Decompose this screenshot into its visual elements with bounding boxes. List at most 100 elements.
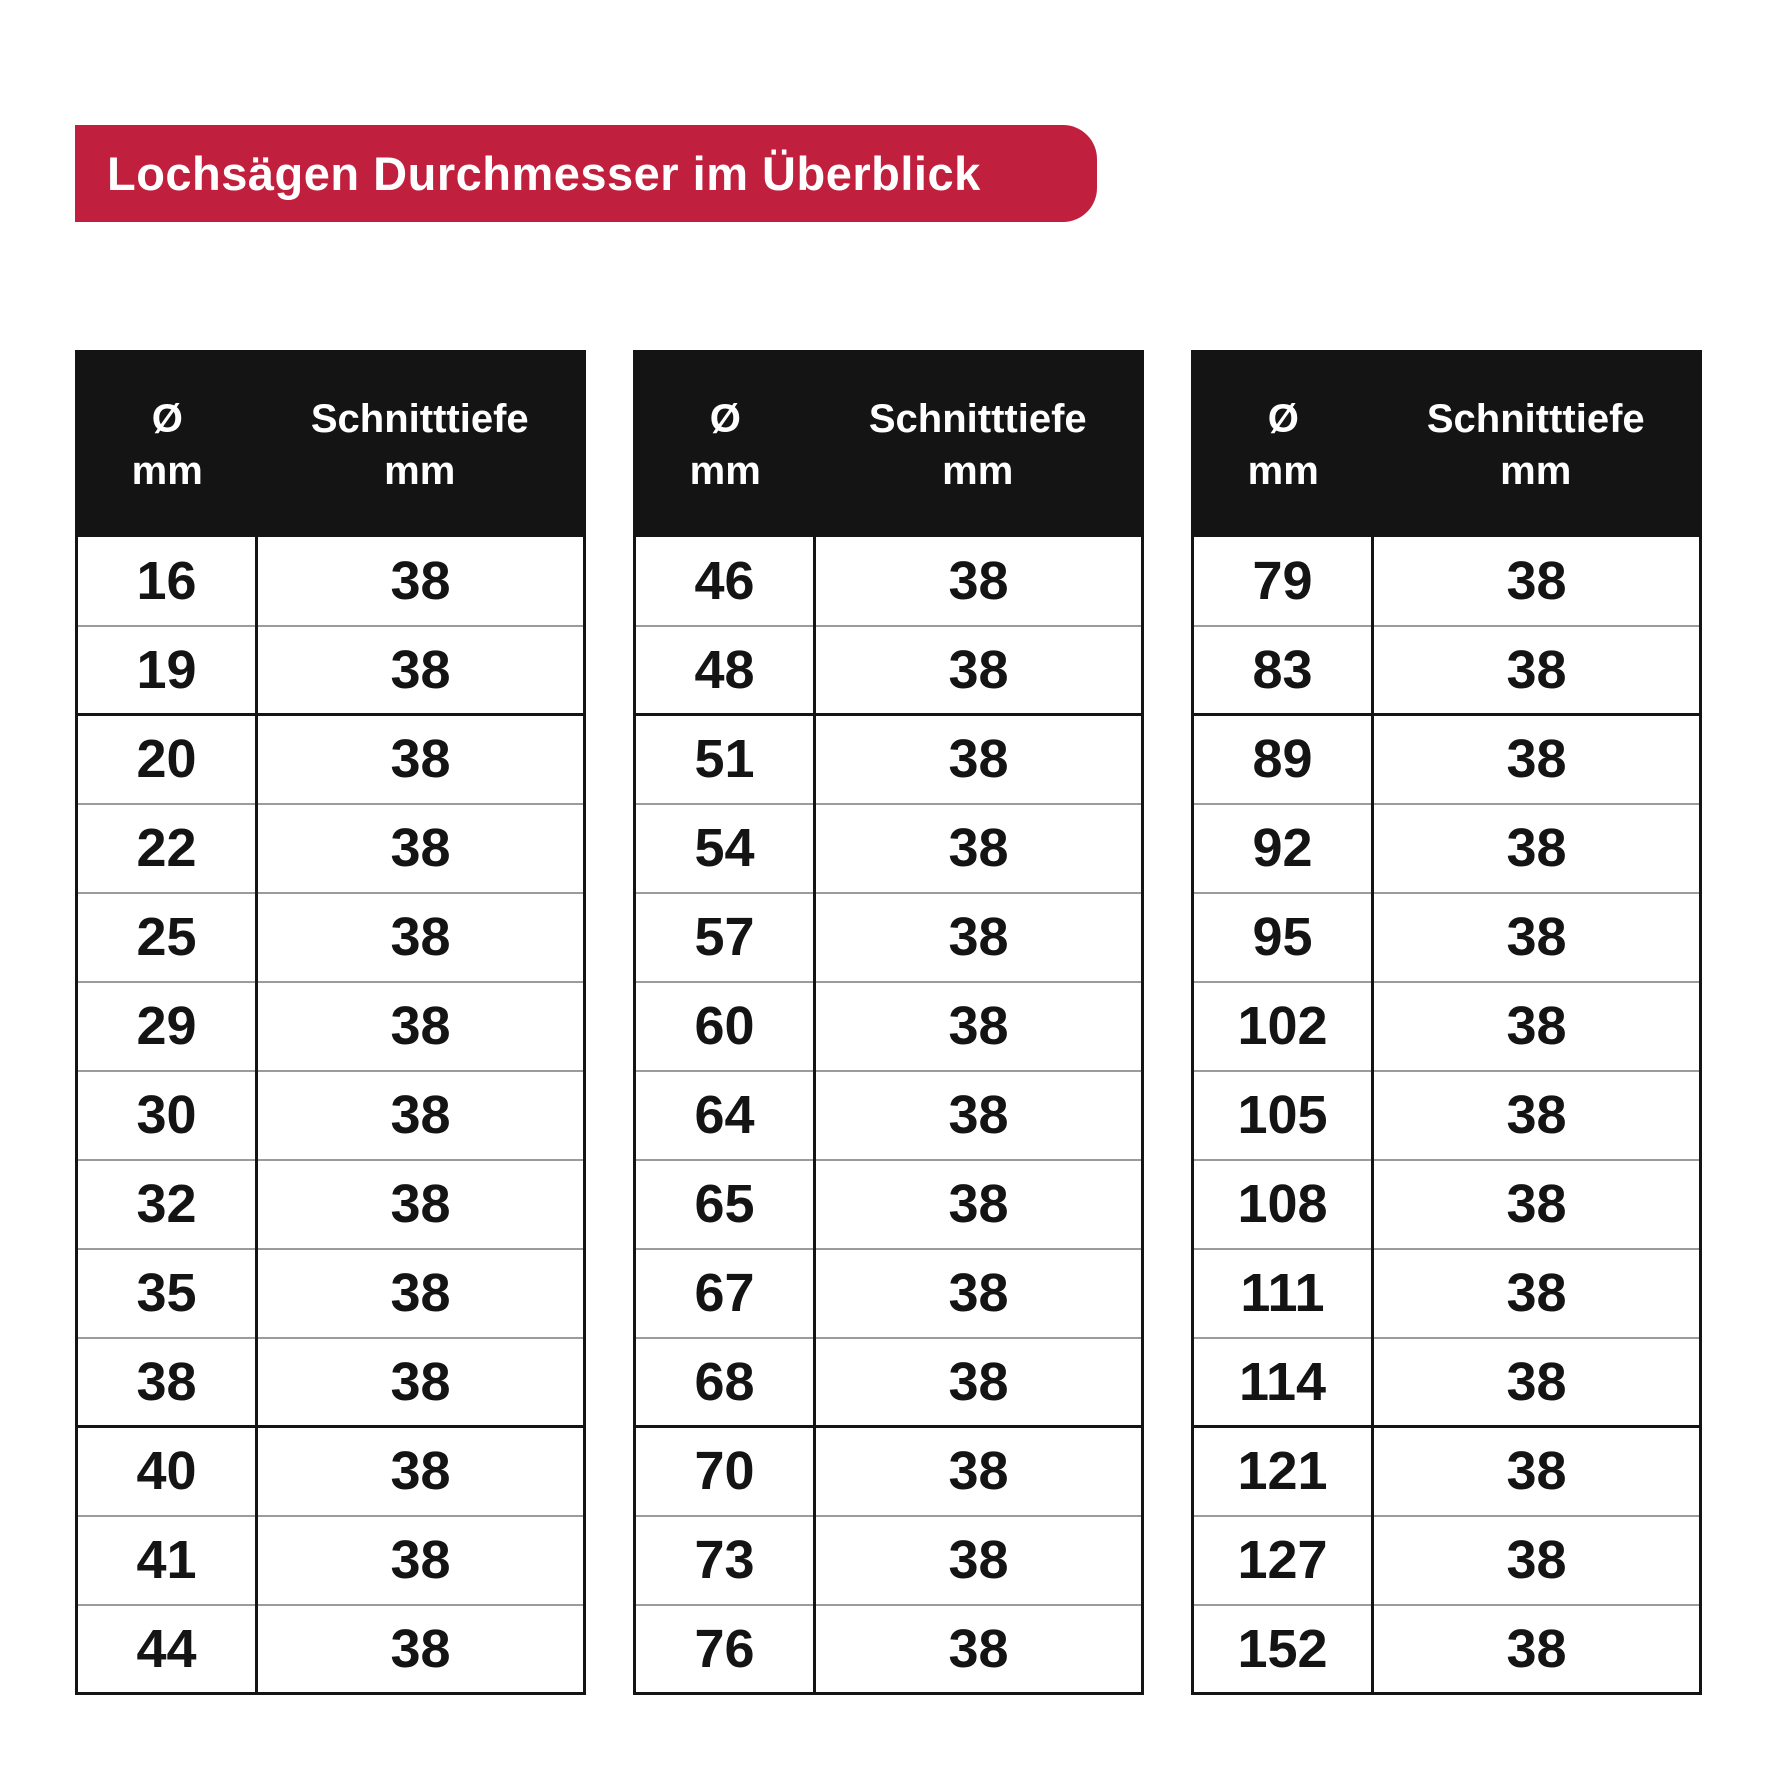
diameter-value: 73: [634, 1514, 816, 1605]
holesaw-table-3: Ø mm Schnitttiefe mm 79 38 83 38 89 38 92 38 95 3…: [1191, 350, 1702, 1695]
cut-depth-value: 38: [814, 802, 1143, 893]
diameter-value: 89: [1192, 713, 1374, 804]
diameter-value: 70: [634, 1425, 816, 1516]
cut-depth-value: 38: [1372, 891, 1701, 982]
table-row: 102 38: [1192, 980, 1701, 1071]
table-row: 54 38: [634, 802, 1143, 893]
table-row: 65 38: [634, 1158, 1143, 1249]
table-row: 16 38: [76, 536, 585, 626]
cut-depth-value: 38: [1372, 1603, 1701, 1694]
cut-depth-value: 38: [256, 1158, 585, 1249]
cut-depth-value: 38: [814, 1514, 1143, 1605]
cut-depth-value: 38: [814, 536, 1143, 626]
cut-depth-value: 38: [814, 1336, 1143, 1427]
cut-depth-column-header: Schnitttiefe mm: [1372, 351, 1701, 537]
diameter-value: 40: [76, 1425, 258, 1516]
table-row: 121 38: [1192, 1425, 1701, 1516]
table-row: 29 38: [76, 980, 585, 1071]
diameter-value: 127: [1192, 1514, 1374, 1605]
diameter-value: 54: [634, 802, 816, 893]
cut-depth-value: 38: [256, 1336, 585, 1427]
title-banner: Lochsägen Durchmesser im Überblick: [75, 125, 1097, 222]
diameter-column-header: Ø mm: [1192, 351, 1373, 537]
diameter-value: 108: [1192, 1158, 1374, 1249]
table-row: 20 38: [76, 713, 585, 804]
cut-depth-value: 38: [814, 1247, 1143, 1338]
cut-depth-unit: mm: [942, 448, 1014, 493]
table-header-row: Ø mm Schnitttiefe mm: [1192, 351, 1701, 537]
diameter-unit: mm: [689, 448, 761, 493]
table-row: 51 38: [634, 713, 1143, 804]
cut-depth-value: 38: [1372, 1336, 1701, 1427]
cut-depth-value: 38: [256, 980, 585, 1071]
cut-depth-value: 38: [814, 1603, 1143, 1694]
cut-depth-value: 38: [256, 713, 585, 804]
table-row: 76 38: [634, 1603, 1143, 1694]
cut-depth-unit: mm: [1500, 448, 1572, 493]
diameter-value: 152: [1192, 1603, 1374, 1694]
diameter-value: 35: [76, 1247, 258, 1338]
diameter-value: 38: [76, 1336, 258, 1427]
cut-depth-value: 38: [256, 1069, 585, 1160]
cut-depth-value: 38: [256, 624, 585, 715]
cut-depth-value: 38: [256, 1247, 585, 1338]
diameter-value: 41: [76, 1514, 258, 1605]
cut-depth-value: 38: [1372, 1247, 1701, 1338]
diameter-value: 44: [76, 1603, 258, 1694]
table-row: 60 38: [634, 980, 1143, 1071]
cut-depth-unit: mm: [384, 448, 456, 493]
diameter-value: 60: [634, 980, 816, 1071]
page-title: Lochsägen Durchmesser im Überblick: [107, 147, 981, 200]
cut-depth-value: 38: [256, 1603, 585, 1694]
cut-depth-value: 38: [1372, 1425, 1701, 1516]
diameter-value: 29: [76, 980, 258, 1071]
diameter-value: 22: [76, 802, 258, 893]
table-row: 105 38: [1192, 1069, 1701, 1160]
table-row: 92 38: [1192, 802, 1701, 893]
diameter-value: 83: [1192, 624, 1374, 715]
table-row: 95 38: [1192, 891, 1701, 982]
diameter-symbol: Ø: [709, 396, 741, 441]
cut-depth-value: 38: [256, 802, 585, 893]
cut-depth-column-header: Schnitttiefe mm: [814, 351, 1143, 537]
table-row: 46 38: [634, 536, 1143, 626]
diameter-value: 105: [1192, 1069, 1374, 1160]
table-row: 111 38: [1192, 1247, 1701, 1338]
diameter-value: 16: [76, 536, 258, 626]
diameter-value: 19: [76, 624, 258, 715]
table-row: 68 38: [634, 1336, 1143, 1427]
diameter-value: 20: [76, 713, 258, 804]
table-row: 83 38: [1192, 624, 1701, 715]
diameter-symbol: Ø: [1267, 396, 1299, 441]
cut-depth-value: 38: [814, 891, 1143, 982]
table-row: 25 38: [76, 891, 585, 982]
diameter-value: 48: [634, 624, 816, 715]
diameter-unit: mm: [131, 448, 203, 493]
diameter-value: 79: [1192, 536, 1374, 626]
table-row: 38 38: [76, 1336, 585, 1427]
table-row: 40 38: [76, 1425, 585, 1516]
diameter-value: 25: [76, 891, 258, 982]
cut-depth-label: Schnitttiefe: [868, 396, 1087, 441]
table-row: 70 38: [634, 1425, 1143, 1516]
table-row: 57 38: [634, 891, 1143, 982]
diameter-value: 32: [76, 1158, 258, 1249]
diameter-value: 64: [634, 1069, 816, 1160]
cut-depth-value: 38: [814, 713, 1143, 804]
cut-depth-value: 38: [1372, 536, 1701, 626]
diameter-value: 114: [1192, 1336, 1374, 1427]
cut-depth-value: 38: [1372, 1158, 1701, 1249]
diameter-column-header: Ø mm: [76, 351, 257, 537]
diameter-symbol: Ø: [151, 396, 183, 441]
table-row: 44 38: [76, 1603, 585, 1694]
cut-depth-value: 38: [256, 1514, 585, 1605]
table-row: 41 38: [76, 1514, 585, 1605]
cut-depth-value: 38: [814, 980, 1143, 1071]
diameter-unit: mm: [1247, 448, 1319, 493]
diameter-value: 95: [1192, 891, 1374, 982]
table-row: 108 38: [1192, 1158, 1701, 1249]
table-header-row: Ø mm Schnitttiefe mm: [76, 351, 585, 537]
diameter-value: 46: [634, 536, 816, 626]
table-row: 64 38: [634, 1069, 1143, 1160]
holesaw-table-1: Ø mm Schnitttiefe mm 16 38 19 38 20 38 22 38 25 3…: [75, 350, 586, 1695]
